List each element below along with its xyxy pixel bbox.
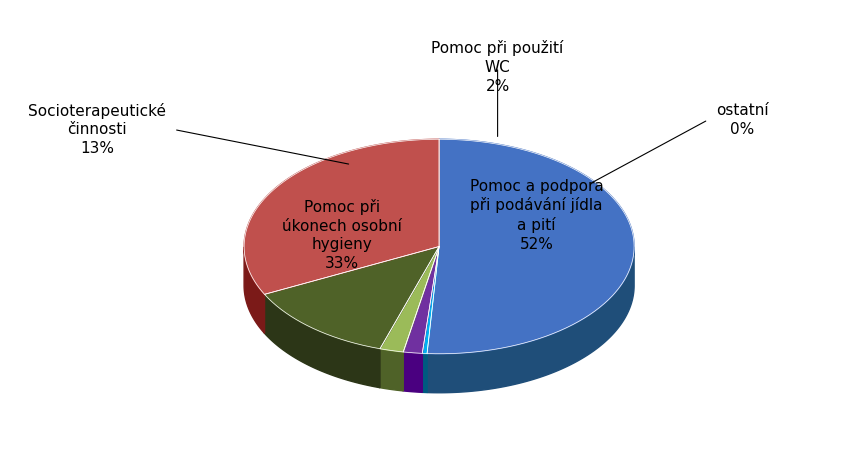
Text: Pomoc při použití
WC
2%: Pomoc při použití WC 2% <box>432 40 564 94</box>
Polygon shape <box>380 247 439 352</box>
Polygon shape <box>427 139 634 354</box>
Text: ostatní
0%: ostatní 0% <box>716 103 768 137</box>
Polygon shape <box>244 139 439 294</box>
Polygon shape <box>403 352 422 392</box>
Text: Pomoc při
úkonech osobní
hygieny
33%: Pomoc při úkonech osobní hygieny 33% <box>281 199 401 271</box>
Text: Pomoc a podpora
při podávání jídla
a pití
52%: Pomoc a podpora při podávání jídla a pit… <box>470 178 604 252</box>
Polygon shape <box>244 247 264 333</box>
Polygon shape <box>427 247 634 393</box>
Polygon shape <box>422 247 439 354</box>
Polygon shape <box>403 247 439 353</box>
Polygon shape <box>264 294 380 388</box>
Polygon shape <box>380 349 403 391</box>
Polygon shape <box>422 353 427 393</box>
Polygon shape <box>264 247 439 349</box>
Text: Socioterapeutické
činnosti
13%: Socioterapeutické činnosti 13% <box>28 103 166 156</box>
